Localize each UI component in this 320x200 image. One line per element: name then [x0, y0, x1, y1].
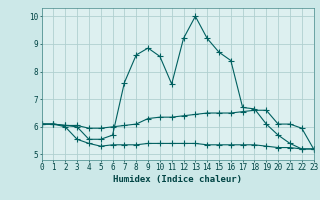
X-axis label: Humidex (Indice chaleur): Humidex (Indice chaleur): [113, 175, 242, 184]
